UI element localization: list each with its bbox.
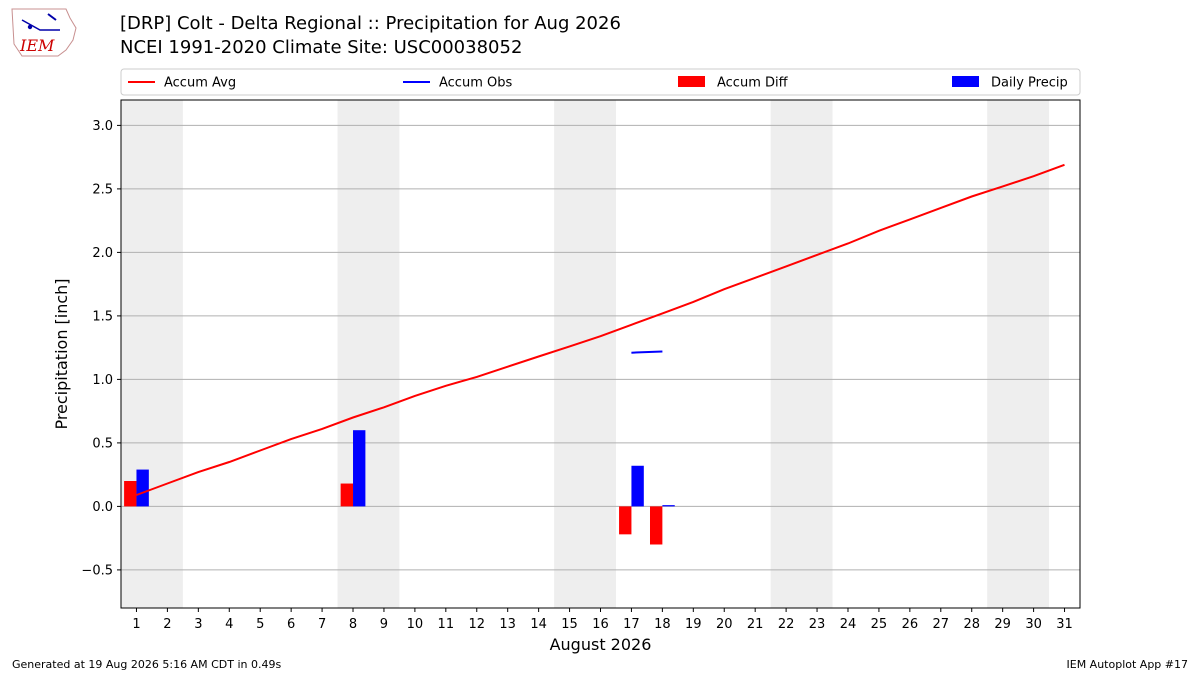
y-tick-label: 1.0 — [92, 373, 113, 388]
bar-accum-diff — [340, 483, 354, 507]
x-tick-label: 8 — [349, 617, 357, 632]
x-tick-label: 30 — [1025, 617, 1042, 632]
x-tick-label: 7 — [318, 617, 326, 632]
x-tick-label: 20 — [716, 617, 733, 632]
legend-item-daily-precip: Daily Precip — [952, 76, 1068, 91]
legend: Accum Avg Accum Obs Accum Diff Daily Precip — [120, 68, 1081, 96]
iem-logo: IEM — [11, 8, 77, 57]
y-tick-label: 2.0 — [92, 246, 113, 261]
x-tick-label: 10 — [407, 617, 424, 632]
legend-frame — [120, 68, 1081, 96]
plot-frame — [120, 99, 1081, 609]
weekend-band — [121, 100, 183, 608]
bar-accum-diff — [619, 506, 632, 535]
logo-text: IEM — [19, 36, 55, 55]
x-axis-label: August 2026 — [550, 635, 652, 654]
legend-swatch — [678, 76, 705, 87]
bar-accum-diff — [124, 481, 137, 507]
series-line-accum-obs — [631, 350, 663, 354]
series-line-accum-avg — [136, 163, 1065, 496]
x-tick-label: 28 — [963, 617, 980, 632]
x-tick-label: 24 — [840, 617, 857, 632]
x-tick-label: 21 — [747, 617, 764, 632]
y-tick-label: 0.0 — [92, 500, 113, 515]
x-tick-label: 9 — [380, 617, 388, 632]
x-tick-label: 1 — [132, 617, 140, 632]
y-tick-label: 0.5 — [92, 436, 113, 451]
chart-title: [DRP] Colt - Delta Regional :: Precipita… — [120, 13, 621, 34]
x-tick-label: 22 — [778, 617, 795, 632]
legend-swatch — [952, 76, 979, 87]
x-tick-label: 18 — [654, 617, 671, 632]
legend-label: Accum Obs — [439, 76, 512, 91]
x-tick-label: 16 — [592, 617, 609, 632]
bar-daily-precip — [662, 505, 675, 507]
x-tick-label: 15 — [561, 617, 578, 632]
bar-daily-precip — [353, 430, 366, 507]
chart-subtitle: NCEI 1991-2020 Climate Site: USC00038052 — [120, 37, 523, 58]
bar-daily-precip — [631, 465, 644, 507]
x-tick-label: 29 — [994, 617, 1011, 632]
x-tick-label: 2 — [163, 617, 171, 632]
legend-label: Accum Avg — [164, 76, 236, 91]
x-tick-label: 25 — [871, 617, 888, 632]
x-tick-label: 31 — [1056, 617, 1073, 632]
weekend-band — [337, 100, 400, 608]
legend-item-accum-diff: Accum Diff — [678, 76, 789, 91]
x-tick-label: 12 — [468, 617, 485, 632]
x-tick-label: 13 — [499, 617, 516, 632]
y-tick-label: 2.5 — [92, 182, 113, 197]
x-tick-label: 3 — [194, 617, 202, 632]
weekend-band — [987, 100, 1050, 608]
weekend-band — [770, 100, 833, 608]
app-credit: IEM Autoplot App #17 — [1066, 658, 1189, 671]
x-tick-label: 5 — [256, 617, 264, 632]
x-tick-label: 19 — [685, 617, 702, 632]
bar-accum-diff — [649, 506, 663, 545]
weekend-band — [554, 100, 616, 608]
y-axis-label: Precipitation [inch] — [52, 278, 71, 429]
legend-label: Accum Diff — [717, 76, 789, 91]
y-tick-label: 1.5 — [92, 309, 113, 324]
x-tick-label: 27 — [933, 617, 950, 632]
x-tick-label: 14 — [530, 617, 547, 632]
x-tick-label: 11 — [438, 617, 455, 632]
legend-label: Daily Precip — [991, 76, 1068, 91]
y-tick-label: 3.0 — [92, 119, 113, 134]
x-tick-label: 6 — [287, 617, 295, 632]
x-tick-label: 17 — [623, 617, 640, 632]
legend-item-accum-avg: Accum Avg — [128, 76, 236, 91]
bar-daily-precip — [136, 469, 149, 507]
y-tick-label: −0.5 — [81, 563, 113, 578]
x-tick-label: 26 — [902, 617, 919, 632]
x-tick-label: 4 — [225, 617, 233, 632]
x-tick-label: 23 — [809, 617, 826, 632]
legend-item-accum-obs: Accum Obs — [403, 76, 512, 91]
generated-note: Generated at 19 Aug 2026 5:16 AM CDT in … — [12, 658, 282, 671]
